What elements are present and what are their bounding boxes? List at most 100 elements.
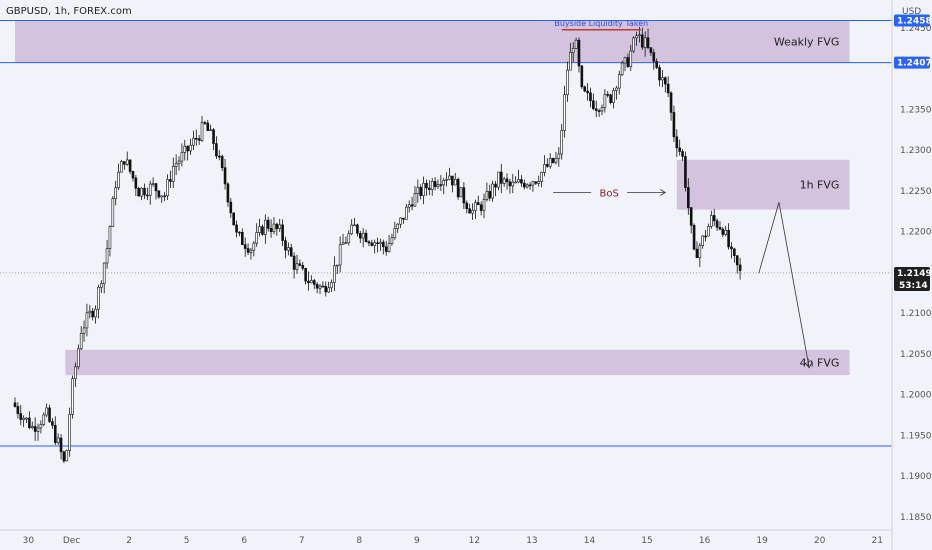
candle-body — [62, 451, 66, 462]
candle-body — [523, 182, 526, 188]
candle-body — [586, 90, 589, 94]
candle-body — [330, 282, 333, 289]
candle-body — [609, 94, 612, 103]
candle-body — [433, 181, 437, 187]
candle-body — [68, 414, 71, 451]
candle-body — [571, 48, 575, 53]
candle-body — [169, 179, 172, 182]
candle-body — [160, 195, 164, 198]
candle-body — [111, 198, 115, 227]
candle-body — [140, 187, 143, 197]
candle-body — [635, 35, 638, 39]
countdown-text: 53:14 — [899, 281, 928, 291]
x-tick-label: 13 — [526, 536, 537, 546]
candle-body — [669, 92, 673, 113]
candle-body — [569, 52, 572, 71]
candle-body — [557, 153, 561, 159]
candle-body — [324, 286, 328, 293]
candle-body — [186, 145, 189, 152]
candle-body — [312, 280, 316, 285]
candle-body — [264, 219, 267, 235]
candle-body — [42, 414, 46, 425]
x-tick-label: 20 — [814, 536, 826, 546]
candle-body — [439, 184, 443, 186]
x-tick-label: 7 — [299, 536, 305, 546]
candle-body — [307, 280, 310, 284]
candle-body — [255, 232, 259, 244]
candle-body — [361, 232, 365, 239]
x-tick-label: 6 — [241, 536, 247, 546]
candle-body — [151, 183, 155, 185]
candle-body — [171, 166, 175, 182]
x-tick-label: Dec — [63, 536, 80, 546]
candle-body — [580, 65, 584, 88]
candle-body — [364, 232, 368, 243]
candle-body — [376, 242, 379, 244]
candle-body — [19, 413, 23, 420]
candle-body — [548, 158, 552, 167]
candle-body — [710, 215, 713, 227]
candle-body — [379, 241, 382, 244]
candle-body — [445, 179, 448, 181]
candle-body — [48, 407, 51, 422]
candle-body — [146, 194, 149, 197]
candle-body — [295, 263, 299, 270]
candle-body — [194, 137, 198, 140]
candle-body — [77, 348, 80, 368]
y-tick-label: 1.19500 — [900, 431, 932, 441]
candle-body — [583, 86, 587, 92]
price-badges: 1.24589 1.24073 1.21493 53:14 — [894, 14, 932, 291]
candle-body — [206, 122, 210, 131]
candle-body — [661, 77, 664, 81]
time-axis[interactable]: 30 Dec 2 5 6 7 8 9 12 13 14 15 16 19 20 21 — [23, 536, 883, 546]
candle-body — [511, 181, 515, 187]
candle-body — [192, 137, 195, 146]
candle-body — [335, 264, 339, 267]
price-badge — [894, 14, 930, 27]
candle-body — [117, 171, 120, 189]
annotations: Buyside Liquidity Taken BoS — [553, 19, 813, 369]
candle-body — [189, 144, 192, 152]
candle-body — [94, 308, 97, 318]
candle-body — [684, 156, 687, 188]
candle-body — [97, 286, 100, 310]
candle-body — [577, 39, 581, 67]
candle-body — [177, 160, 181, 165]
candle-body — [718, 227, 722, 230]
candle-body — [528, 184, 532, 187]
chart-title: GBPUSD, 1h, FOREX.com — [6, 6, 132, 17]
candle-body — [249, 249, 253, 253]
candle-body — [289, 247, 293, 257]
candle-body — [91, 310, 94, 318]
candle-body — [425, 182, 428, 189]
y-tick-label: 1.20500 — [900, 350, 932, 360]
candle-body — [491, 183, 494, 199]
candle-body — [488, 191, 492, 199]
candle-body — [266, 219, 270, 229]
candle-body — [704, 235, 707, 238]
liquidity-label: Buyside Liquidity Taken — [554, 19, 648, 28]
price-axis[interactable]: 1.24500 1.23500 1.23000 1.22500 1.22000 1.210… — [900, 24, 932, 523]
candle-body — [223, 167, 227, 185]
candle-body — [649, 47, 653, 53]
candle-body — [663, 77, 667, 85]
candle-body — [39, 424, 43, 429]
candle-body — [638, 34, 641, 37]
candle-body — [640, 34, 644, 48]
fvg-zone-label: 1h FVG — [800, 179, 840, 192]
candle-body — [13, 402, 17, 407]
candle-body — [678, 147, 681, 152]
candle-body — [327, 287, 330, 293]
candle-body — [502, 178, 506, 184]
candle-body — [692, 224, 696, 250]
candle-body — [537, 181, 540, 184]
candle-body — [123, 161, 126, 165]
candle-body — [137, 187, 141, 197]
candle-body — [712, 215, 716, 222]
candle-body — [183, 145, 187, 153]
price-badge-text: 1.24589 — [897, 17, 932, 27]
y-tick-label: 1.20000 — [900, 391, 932, 401]
y-tick-label: 1.23500 — [900, 105, 932, 115]
candle-body — [707, 226, 710, 237]
